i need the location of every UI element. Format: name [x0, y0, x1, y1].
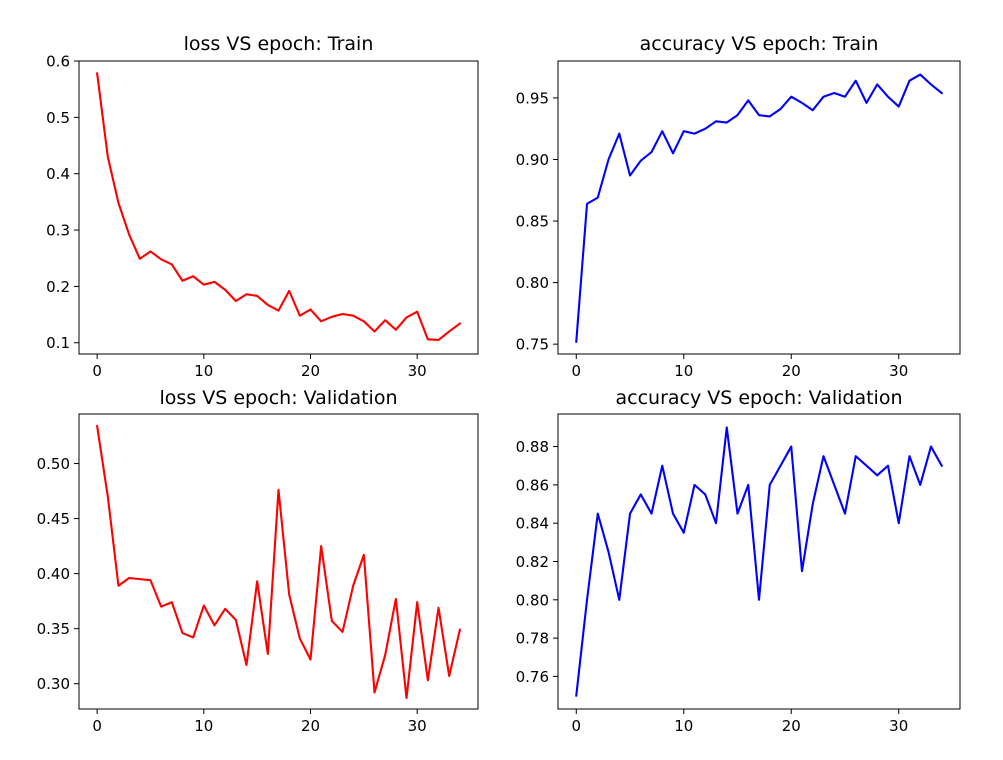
- series-line: [575, 73, 944, 343]
- x-tick-label: 10: [194, 717, 213, 735]
- y-tick-label: 0.80: [516, 591, 549, 609]
- panel-accuracy-train: accuracy VS epoch: Train 0 10 20 30 0.75 0.80…: [516, 33, 961, 380]
- y-tick-label: 0.5: [46, 109, 70, 127]
- y-tick-label: 0.75: [516, 336, 549, 354]
- axes-frame: [557, 413, 961, 710]
- y-tick-label: 0.90: [516, 151, 549, 169]
- panel-accuracy-validation: accuracy VS epoch: Validation 0 10 20 30 0.7…: [516, 387, 961, 735]
- y-tick-label: 0.35: [37, 620, 70, 638]
- y-tick-label: 0.40: [37, 565, 70, 583]
- y-tick-label: 0.82: [516, 553, 549, 571]
- y-tick-label: 0.1: [46, 334, 70, 352]
- y-tick-label: 0.86: [516, 476, 549, 494]
- x-tick-label: 10: [194, 362, 213, 380]
- y-tick-label: 0.95: [516, 89, 549, 107]
- y-tick-label: 0.6: [46, 53, 70, 71]
- x-tick-label: 10: [674, 362, 693, 380]
- x-tick-label: 0: [92, 362, 102, 380]
- x-tick-label: 0: [571, 717, 581, 735]
- y-tick-label: 0.3: [46, 222, 70, 240]
- panel-loss-validation: loss VS epoch: Validation 0 10 20 30 0.30 0.3…: [37, 387, 479, 735]
- y-tick-label: 0.4: [46, 165, 70, 183]
- axes-frame: [78, 60, 479, 355]
- y-tick-label: 0.30: [37, 675, 70, 693]
- y-tick-label: 0.80: [516, 274, 549, 292]
- chart-title: accuracy VS epoch: Train: [640, 33, 879, 55]
- chart-title: loss VS epoch: Validation: [160, 387, 398, 409]
- y-tick-label: 0.78: [516, 630, 549, 648]
- x-tick-label: 30: [889, 362, 908, 380]
- x-tick-label: 30: [408, 717, 427, 735]
- x-tick-label: 20: [782, 717, 801, 735]
- x-tick-label: 30: [889, 717, 908, 735]
- x-tick-label: 20: [301, 717, 320, 735]
- axes-frame: [78, 413, 479, 710]
- x-tick-label: 20: [301, 362, 320, 380]
- y-tick-label: 0.2: [46, 278, 70, 296]
- panel-loss-train: loss VS epoch: Train 0 10 20 30 0.1 0.2 0.3 0.4…: [46, 33, 479, 380]
- y-tick-label: 0.50: [37, 455, 70, 473]
- chart-title: accuracy VS epoch: Validation: [616, 387, 903, 409]
- series-line: [95, 72, 462, 341]
- series-line: [95, 424, 462, 700]
- x-tick-label: 30: [408, 362, 427, 380]
- x-tick-label: 0: [92, 717, 102, 735]
- x-tick-label: 0: [571, 362, 581, 380]
- x-tick-label: 10: [674, 717, 693, 735]
- axes-frame: [557, 60, 961, 355]
- y-tick-label: 0.76: [516, 668, 549, 686]
- series-line: [575, 426, 944, 697]
- y-tick-label: 0.88: [516, 438, 549, 456]
- chart-title: loss VS epoch: Train: [184, 33, 374, 55]
- y-tick-label: 0.84: [516, 515, 549, 533]
- y-tick-label: 0.85: [516, 213, 549, 231]
- x-tick-label: 20: [782, 362, 801, 380]
- y-tick-label: 0.45: [37, 510, 70, 528]
